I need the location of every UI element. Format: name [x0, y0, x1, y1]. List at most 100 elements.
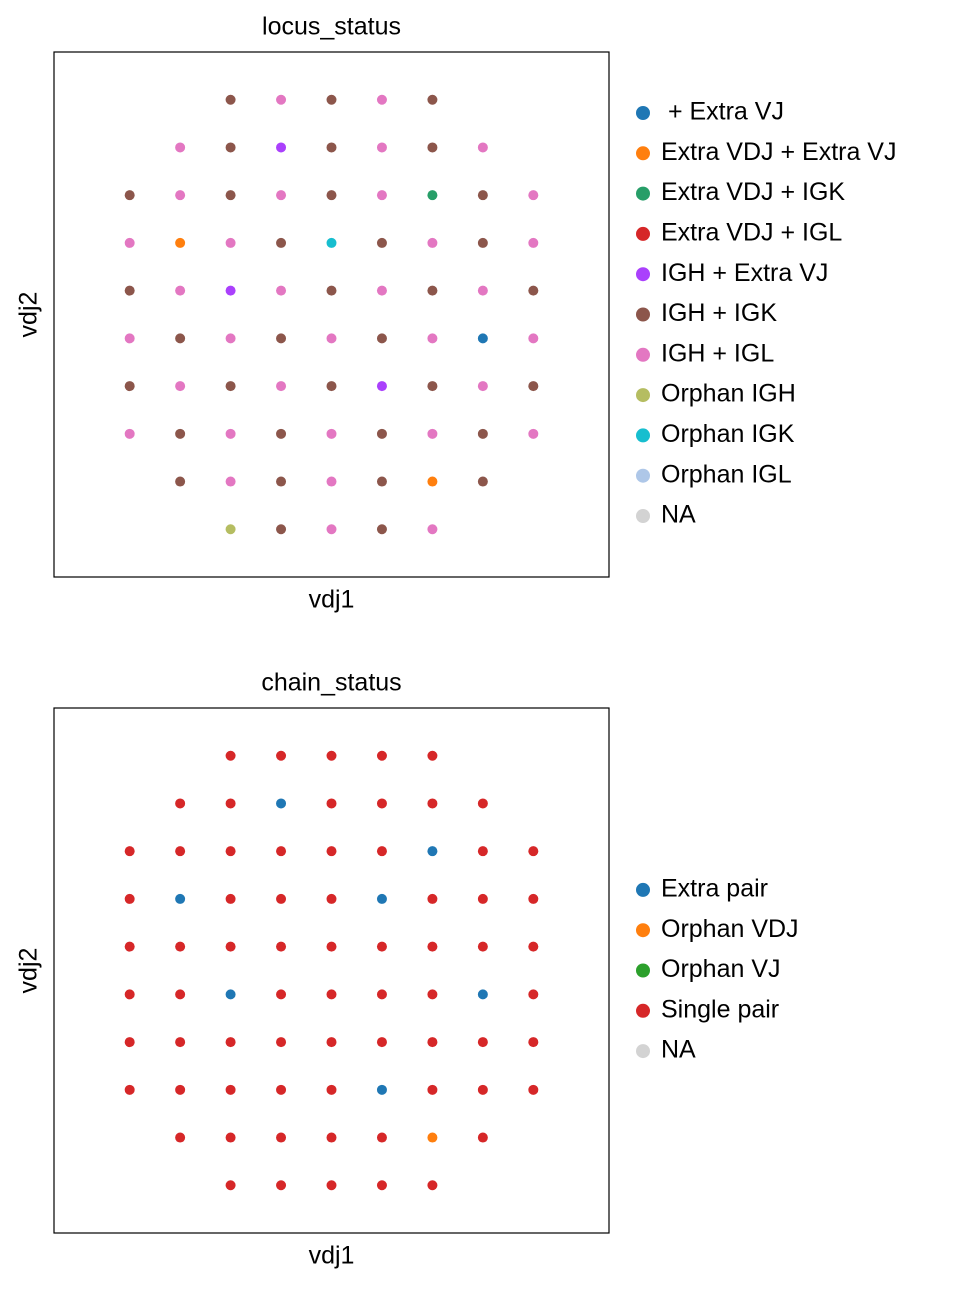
- point: [326, 94, 337, 105]
- point: [276, 476, 287, 487]
- point: [326, 750, 337, 761]
- point: [477, 476, 488, 487]
- point: [175, 798, 186, 809]
- point: [175, 1132, 186, 1143]
- point: [376, 476, 387, 487]
- point: [477, 893, 488, 904]
- point: [326, 846, 337, 857]
- point: [225, 190, 236, 201]
- legend-marker: [636, 226, 650, 241]
- point: [326, 989, 337, 1000]
- point: [427, 94, 438, 105]
- point: [326, 333, 337, 344]
- point: [427, 846, 438, 857]
- point: [225, 750, 236, 761]
- point: [326, 1037, 337, 1048]
- y-axis-label: vdj2: [15, 948, 43, 994]
- point: [427, 142, 438, 153]
- point: [276, 1180, 287, 1191]
- point: [376, 524, 387, 535]
- point: [326, 428, 337, 439]
- legend-label: Extra VDJ + IGK: [661, 178, 845, 206]
- plot-frame: [53, 51, 610, 578]
- legend-marker: [636, 347, 650, 362]
- point: [225, 1180, 236, 1191]
- legend-label: NA: [661, 1036, 696, 1064]
- points: [124, 750, 539, 1191]
- point: [225, 1084, 236, 1095]
- point: [175, 381, 186, 392]
- point: [124, 846, 135, 857]
- point: [427, 381, 438, 392]
- point: [124, 1037, 135, 1048]
- point: [225, 846, 236, 857]
- point: [225, 1132, 236, 1143]
- legend-label: Orphan IGH: [661, 380, 796, 408]
- point: [175, 190, 186, 201]
- point: [326, 893, 337, 904]
- point: [427, 989, 438, 1000]
- point: [376, 94, 387, 105]
- legend-label: IGH + IGL: [661, 339, 774, 367]
- point: [477, 333, 488, 344]
- legend-marker: [636, 882, 650, 897]
- point: [175, 285, 186, 296]
- point: [175, 333, 186, 344]
- point: [427, 1180, 438, 1191]
- point: [326, 476, 337, 487]
- legend-label: Single pair: [661, 995, 779, 1023]
- point: [477, 1132, 488, 1143]
- legend: Extra pair Orphan VDJ Orphan VJ Single pair…: [636, 875, 799, 1064]
- point: [376, 190, 387, 201]
- point: [477, 941, 488, 952]
- point: [326, 285, 337, 296]
- legend-label: Orphan IGL: [661, 460, 792, 488]
- point: [427, 190, 438, 201]
- point: [376, 285, 387, 296]
- point: [124, 237, 135, 248]
- point: [376, 428, 387, 439]
- point: [528, 237, 539, 248]
- legend-marker: [636, 1003, 650, 1018]
- point: [225, 1037, 236, 1048]
- legend-marker: [636, 307, 650, 322]
- point: [276, 798, 287, 809]
- point: [427, 893, 438, 904]
- point: [528, 285, 539, 296]
- point: [276, 846, 287, 857]
- point: [225, 941, 236, 952]
- point: [326, 1084, 337, 1095]
- point: [528, 1037, 539, 1048]
- point: [477, 846, 488, 857]
- legend-label: NA: [661, 501, 696, 529]
- x-axis-label: vdj1: [309, 586, 355, 614]
- point: [175, 846, 186, 857]
- point: [124, 893, 135, 904]
- point: [276, 524, 287, 535]
- point: [276, 190, 287, 201]
- point: [175, 1037, 186, 1048]
- point: [427, 428, 438, 439]
- point: [225, 237, 236, 248]
- point: [427, 1037, 438, 1048]
- point: [225, 476, 236, 487]
- y-axis-label: vdj2: [15, 292, 43, 338]
- point: [124, 428, 135, 439]
- point: [427, 333, 438, 344]
- point: [276, 381, 287, 392]
- point: [225, 285, 236, 296]
- legend-marker: [636, 1044, 650, 1059]
- point: [326, 237, 337, 248]
- point: [376, 1084, 387, 1095]
- legend-marker: [636, 428, 650, 443]
- point: [326, 524, 337, 535]
- legend-marker: [636, 963, 650, 978]
- point: [326, 1132, 337, 1143]
- point: [276, 893, 287, 904]
- point: [276, 941, 287, 952]
- point: [376, 846, 387, 857]
- point: [477, 989, 488, 1000]
- legend-label: Orphan VDJ: [661, 915, 799, 943]
- point: [225, 333, 236, 344]
